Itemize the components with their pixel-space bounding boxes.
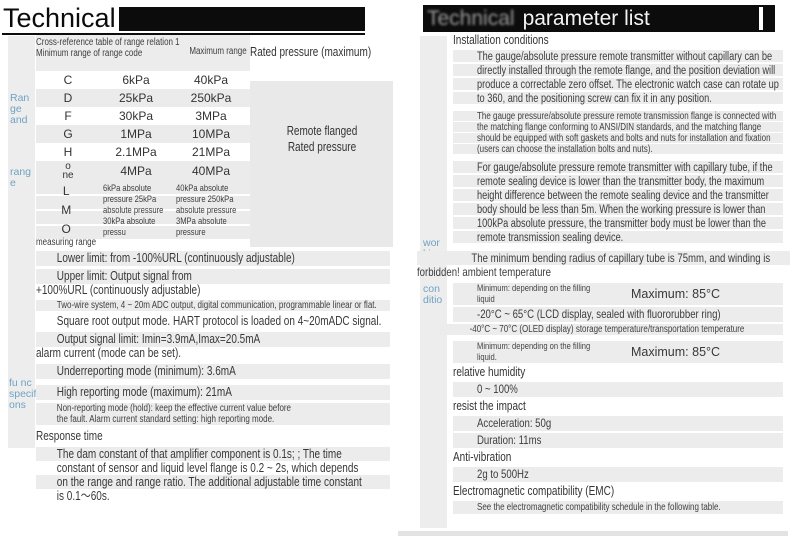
installation-para-1: The gauge/absolute pressure remote trans… (453, 50, 783, 106)
temp-max-value: Maximum: 85°C (631, 345, 721, 359)
square-root-row: Square root output mode. HART protocol i… (56, 313, 382, 328)
left-header-black-bar (118, 7, 365, 31)
abs-min-cell: 6kPa absolute pressure 25kPa absolute pr… (103, 183, 164, 238)
installation-para-3: For gauge/absolute pressure remote trans… (453, 161, 783, 245)
left-sidebar-strip (8, 36, 35, 448)
absolute-pressure-rows: L M O 6kPa absolute pressure 25kPa absol… (36, 181, 250, 239)
sidebar-label-condition: con ditio (423, 283, 443, 306)
response-time-heading: Response time (36, 428, 103, 443)
sidebar-label-range: Ran ge and (10, 92, 30, 126)
vibration-value-row: 2g to 500Hz (453, 467, 783, 482)
oled-range-row: -40°C ~ 70°C (OLED display) storage temp… (440, 324, 783, 335)
right-content: Installation conditions The gauge/absolu… (417, 33, 790, 514)
lcd-range-row: -20°C ~ 65°C (LCD display, sealed with f… (453, 307, 783, 322)
installation-para-2: The gauge pressure/absolute pressure rem… (453, 111, 783, 155)
humidity-heading: relative humidity (453, 365, 526, 379)
sidebar-label-func: fu nc specificati ons (9, 377, 56, 411)
range-table-main: Cross-reference table of range relation … (36, 35, 250, 247)
two-wire-row: Two-wire system, 4 ~ 20m ADC output, dig… (36, 299, 390, 311)
table-row: F 30kPa 3MPa (64, 109, 227, 123)
table-row: D 25kPa 250kPa (36, 89, 250, 107)
remote-flanged-cell: Remote flanged Rated pressure (250, 81, 393, 247)
storage-temp-row: Minimum: depending on the filling liquid… (453, 341, 783, 363)
right-sidebar-strip (420, 36, 447, 528)
table-header-main: Cross-reference table of range relation … (36, 37, 180, 59)
emc-note-row: See the electromagnetic compatibility sc… (453, 501, 783, 514)
vibration-heading: Anti-vibration (453, 450, 512, 464)
right-title: parameter list (522, 6, 650, 30)
left-header: Technical (2, 5, 365, 35)
measuring-range-label: measuring range (36, 237, 97, 248)
non-reporting-row: Non-reporting mode (hold): keep the effe… (36, 402, 390, 425)
right-panel: Technical parameter list wor king con di… (395, 0, 790, 538)
left-panel: Technical Ran ge and rang e fu nc specif… (2, 5, 393, 503)
table-header-row: Cross-reference table of range relation … (36, 35, 250, 71)
installation-heading: Installation conditions (453, 33, 549, 47)
range-table-right: Rated pressure (maximum) Remote flanged … (250, 35, 393, 247)
temp-max-value: Maximum: 85°C (631, 287, 721, 301)
sidebar-label-range2: rang e (10, 166, 32, 189)
impact-heading: resist the impact (453, 399, 526, 413)
table-row: H 2.1MPa 21MPa (63, 145, 231, 159)
high-reporting-row: High reporting mode (maximum): 21mA (36, 384, 390, 400)
bending-radius-row: The minimum bending radius of capillary … (417, 251, 790, 279)
ambient-temp-row: Minimum: depending on the filling liquid… (453, 283, 783, 305)
acceleration-row: Acceleration: 50g (453, 416, 783, 431)
right-title-faded: Technical (427, 6, 515, 30)
table-row: C 6kPa 40kPa (63, 73, 229, 87)
table-header-rated: Rated pressure (maximum) (250, 45, 372, 59)
table-row: G 1MPa 10MPa (36, 125, 250, 143)
lower-limit-row: Lower limit: from -100%URL (continuously… (36, 250, 390, 266)
header-white-tick (759, 7, 763, 30)
temp-min-note: Minimum: depending on the filling liquid (477, 283, 591, 305)
under-reporting-row: Underreporting mode (minimum): 3.6mA (36, 363, 390, 379)
left-content: measuring range Lower limit: from -100%U… (36, 237, 390, 503)
abs-code-column: L M O (61, 183, 72, 236)
range-table: Cross-reference table of range relation … (36, 35, 393, 247)
duration-row: Duration: 11ms (453, 433, 783, 448)
emc-heading: Electromagnetic compatibility (EMC) (453, 484, 615, 498)
table-header-max: Maximum range (189, 46, 247, 57)
temp-min-note: Minimum: depending on the filling liquid… (477, 341, 591, 363)
response-time-body: The dam constant of that amplifier compo… (36, 446, 390, 503)
humidity-value-row: 0 ~ 100% (453, 382, 783, 397)
table-row: o ne 4MPa 40MPa (36, 161, 250, 181)
abs-max-cell: 40kPa absolute pressure 250kPa absolute … (176, 183, 237, 238)
right-header-bar: Technical parameter list (423, 5, 775, 32)
upper-limit-row: Upper limit: Output signal from +100%URL… (36, 268, 390, 297)
output-limit-row: Output signal limit: Imin=3.9mA,Imax=20.… (36, 331, 390, 360)
bottom-gray-band (398, 531, 788, 536)
left-title: Technical (3, 3, 116, 33)
